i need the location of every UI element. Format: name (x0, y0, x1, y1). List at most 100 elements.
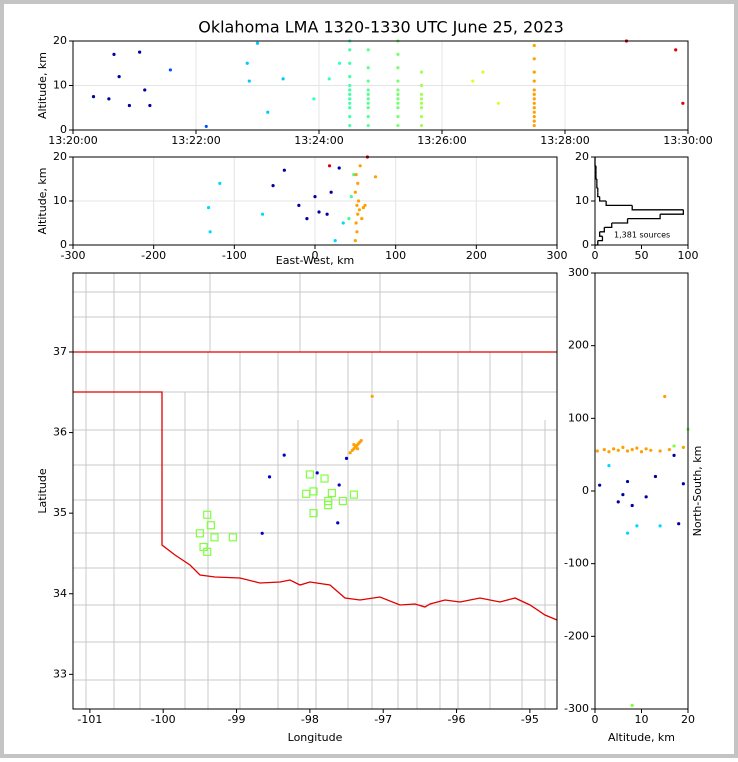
source (127, 103, 131, 108)
source (336, 521, 340, 525)
source (112, 52, 116, 56)
source (266, 110, 270, 114)
source (348, 48, 352, 52)
source (312, 97, 316, 101)
y-tick-label: 0 (582, 484, 589, 497)
y-tick-label: 10 (53, 194, 67, 207)
histogram-step (597, 192, 600, 198)
y-axis-label: Latitude (36, 468, 49, 514)
y-tick-label: 0 (60, 123, 67, 136)
source (204, 124, 208, 129)
source (348, 451, 352, 455)
source (496, 101, 500, 105)
x-tick-label: 100 (385, 249, 406, 262)
source (532, 57, 536, 61)
oklahoma-border (73, 391, 558, 621)
station (302, 489, 311, 498)
source (532, 43, 536, 48)
source (348, 92, 352, 96)
source (612, 447, 616, 451)
source (366, 88, 370, 92)
source (630, 503, 634, 508)
y-tick-label: 20 (53, 150, 67, 163)
station (206, 521, 215, 530)
source (602, 447, 606, 452)
x-axis-label: Altitude, km (608, 731, 675, 744)
histogram-step (604, 223, 613, 229)
source (644, 495, 648, 499)
x-tick-label: -300 (61, 249, 86, 262)
axes-frame (72, 272, 558, 710)
source (282, 453, 286, 457)
source (625, 479, 630, 484)
y-tick-label: 300 (568, 266, 589, 279)
station (327, 488, 336, 498)
histogram-step (595, 174, 597, 180)
source (255, 41, 260, 45)
histogram-step (599, 227, 605, 233)
source (357, 208, 361, 212)
source (419, 115, 424, 119)
source (396, 101, 400, 105)
x-tick-label: 13:30:00 (663, 134, 712, 147)
y-axis-label: North-South, km (691, 446, 704, 537)
source (635, 446, 639, 450)
source (348, 106, 352, 110)
source (348, 61, 352, 65)
x-tick-label: -96 (448, 713, 466, 726)
x-tick-label: -95 (521, 713, 539, 726)
source (347, 217, 351, 221)
axes-frame (594, 272, 689, 710)
source (355, 447, 360, 451)
source (91, 95, 96, 99)
source (341, 221, 345, 225)
y-tick-label: 0 (60, 238, 67, 251)
station (320, 474, 329, 483)
county-lines (73, 273, 557, 709)
source (616, 448, 620, 452)
histogram-step (631, 205, 684, 211)
histogram-step (605, 201, 633, 207)
y-tick-label: 200 (568, 339, 589, 352)
source (396, 115, 400, 119)
source (681, 101, 685, 105)
source (532, 97, 536, 101)
source (419, 106, 424, 110)
histogram-step (611, 218, 629, 224)
source (366, 79, 370, 83)
x-tick-label: 13:20:00 (48, 134, 97, 147)
source (419, 123, 424, 128)
source (373, 175, 378, 179)
source (337, 166, 341, 170)
source (208, 230, 212, 234)
source (607, 450, 611, 454)
x-tick-label: 20 (681, 713, 695, 726)
source (117, 75, 121, 79)
y-tick-label: -200 (564, 629, 589, 642)
source (329, 190, 333, 194)
source (366, 48, 370, 52)
source (630, 447, 634, 452)
source (348, 101, 352, 105)
figure-title: Oklahoma LMA 1320-1330 UTC June 25, 2023 (198, 18, 564, 37)
source (639, 450, 644, 454)
source (352, 173, 356, 177)
station (309, 509, 318, 518)
source (681, 482, 685, 486)
source (396, 88, 400, 92)
station (324, 501, 333, 510)
source (366, 92, 370, 96)
source (363, 203, 367, 207)
source (358, 164, 362, 168)
x-tick-label: 50 (635, 249, 649, 262)
x-tick-label: 300 (547, 249, 568, 262)
source (532, 79, 536, 83)
source (625, 531, 630, 535)
source (396, 79, 400, 83)
source (317, 210, 321, 214)
x-tick-label: 200 (466, 249, 487, 262)
source (396, 92, 400, 96)
source (297, 203, 301, 207)
source (206, 206, 211, 210)
x-tick-label: -100 (151, 713, 176, 726)
